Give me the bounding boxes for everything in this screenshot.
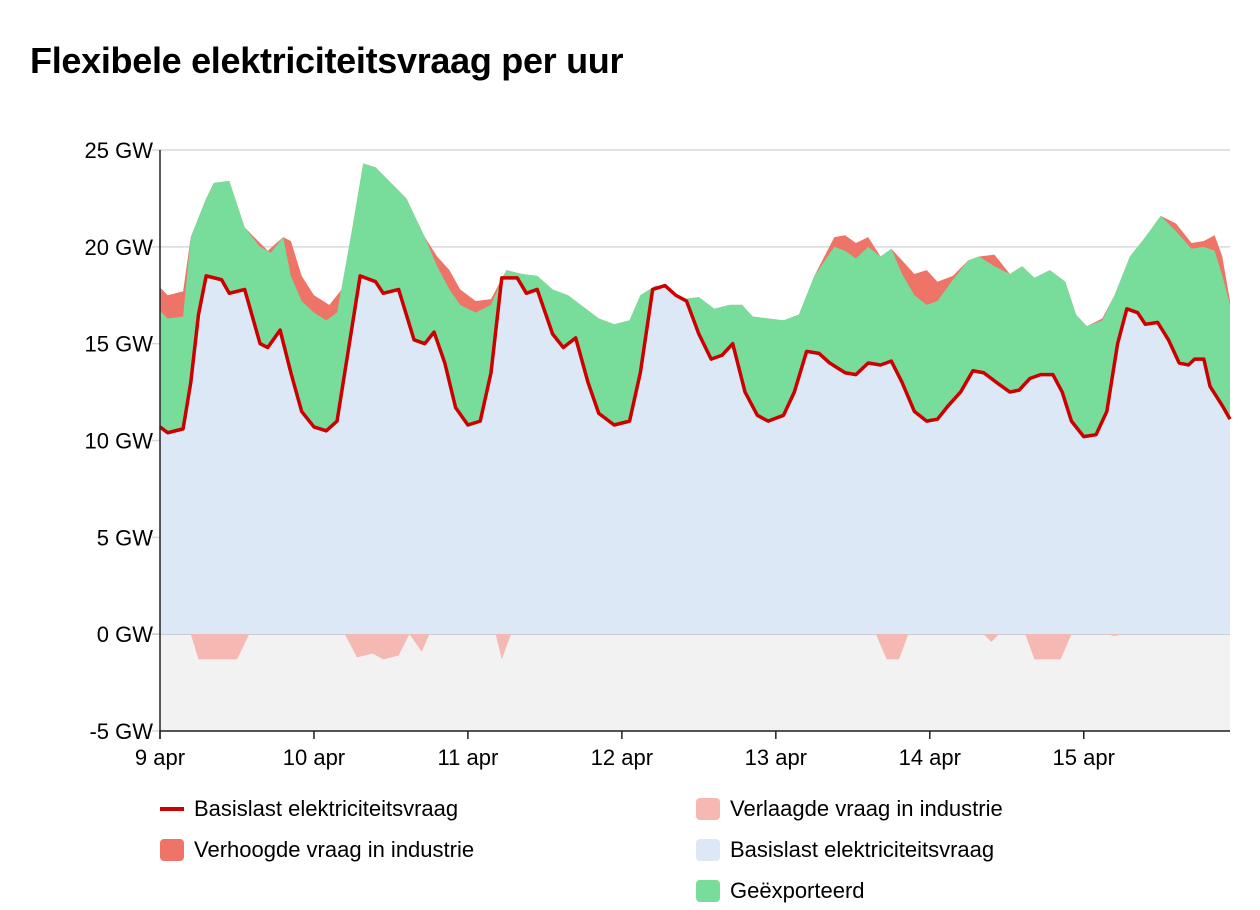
negative-region-bg [160,634,1230,731]
legend-label-base-area: Basislast elektriciteitsvraag [730,837,995,862]
chart-title: Flexibele elektriciteitsvraag per uur [30,40,624,81]
area-base-demand [160,275,1230,635]
x-tick-label: 9 apr [135,745,185,770]
y-tick-label: 0 GW [97,622,153,647]
legend-label-exported: Geëxporteerd [730,878,865,903]
legend-item-base-line[interactable]: Basislast elektriciteitsvraag [160,796,458,822]
y-tick-label: 5 GW [97,525,153,550]
legend-swatch-exported [696,880,720,902]
x-tick-label: 15 apr [1053,745,1115,770]
legend-swatch-reduced [696,798,720,820]
y-tick-label: 10 GW [85,429,154,454]
legend-item-reduced[interactable]: Verlaagde vraag in industrie [696,796,1003,822]
y-tick-label: 20 GW [85,235,154,260]
legend-item-increased[interactable]: Verhoogde vraag in industrie [160,837,474,863]
y-tick-label: 15 GW [85,332,154,357]
chart-svg: -5 GW 0 GW 5 GW 10 GW 15 GW 20 GW 25 GW 9 apr 10… [85,138,1232,770]
legend-swatch-base-line [160,807,184,811]
legend-swatch-increased [160,839,184,861]
x-tick-label: 10 apr [283,745,345,770]
chart-legend: Basislast elektriciteitsvraag Verhoogde … [160,796,1160,906]
x-tick-label: 14 apr [899,745,961,770]
x-tick-label: 12 apr [591,745,653,770]
legend-label-base-line: Basislast elektriciteitsvraag [194,796,459,821]
x-tick-label: 11 apr [438,745,499,770]
legend-item-exported[interactable]: Geëxporteerd [696,878,865,904]
area-reduced-demand [160,634,1230,660]
line-base-demand [158,274,1232,439]
x-tick-label: 13 apr [745,745,807,770]
legend-swatch-base-area [696,839,720,861]
y-tick-label: 25 GW [85,138,154,163]
legend-item-base-area[interactable]: Basislast elektriciteitsvraag [696,837,994,863]
y-tick-label: -5 GW [89,719,153,744]
legend-label-reduced: Verlaagde vraag in industrie [730,796,1003,821]
legend-label-increased: Verhoogde vraag in industrie [194,837,475,862]
